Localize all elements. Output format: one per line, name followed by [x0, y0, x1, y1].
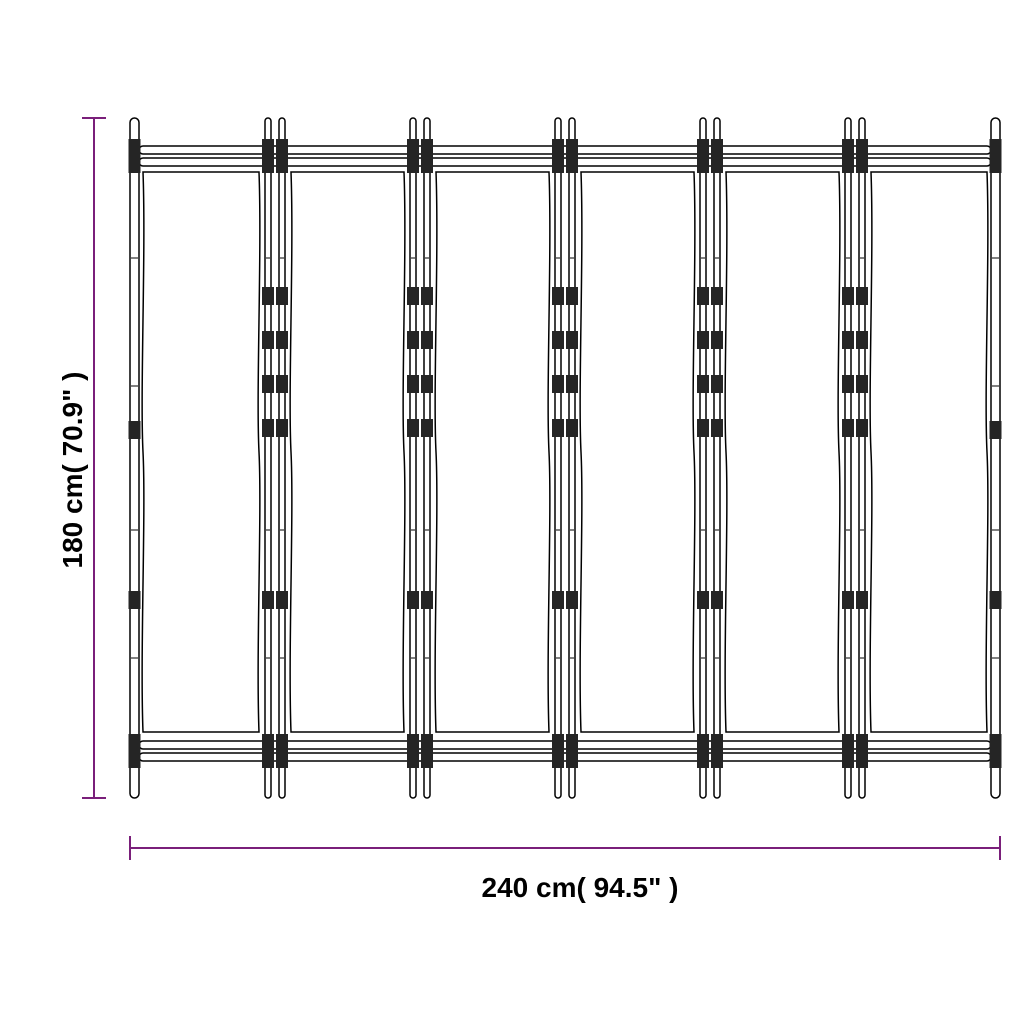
- fabric-panel: [435, 172, 550, 732]
- inner-pole-pair: [700, 118, 720, 798]
- fabric-panel: [725, 172, 840, 732]
- inner-pole-pair: [845, 118, 865, 798]
- fabric-panel: [142, 172, 260, 732]
- fabric-panel: [870, 172, 988, 732]
- inner-pole-pair: [265, 118, 285, 798]
- height-dimension-label: 180 cm( 70.9" ): [57, 372, 89, 569]
- fabric-panel: [580, 172, 695, 732]
- fabric-panel: [290, 172, 405, 732]
- room-divider: [129, 118, 1002, 798]
- width-dimension-label: 240 cm( 94.5" ): [482, 872, 679, 904]
- diagram-svg: [0, 0, 1024, 1024]
- diagram-stage: 180 cm( 70.9" ) 240 cm( 94.5" ): [0, 0, 1024, 1024]
- inner-pole-pair: [410, 118, 430, 798]
- inner-pole-pair: [555, 118, 575, 798]
